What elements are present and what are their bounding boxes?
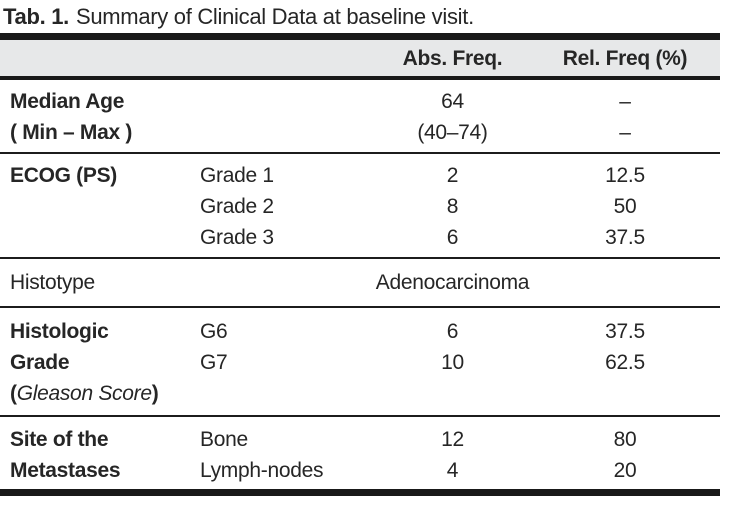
median-age-label-line2: ( Min – Max )	[10, 121, 133, 144]
section-histotype: Histotype Adenocarcinoma	[0, 259, 720, 308]
ecog-grade1-abs: 2	[446, 164, 459, 187]
table-header-row: Abs. Freq. Rel. Freq (%)	[0, 40, 720, 80]
g6-abs: 6	[446, 320, 459, 343]
metastases-rel-values: 80 20	[545, 424, 705, 486]
histologic-grade-label-line2: Grade	[10, 351, 70, 374]
section-histologic-grade: Histologic Grade (Gleason Score) G6 G7 6…	[0, 308, 720, 417]
histologic-grade-abs-values: 6 10	[360, 316, 545, 409]
bone-label: Bone	[200, 428, 248, 451]
histologic-grade-label-line3: (Gleason Score)	[10, 378, 200, 409]
header-rel-freq: Rel. Freq (%)	[562, 46, 688, 70]
median-age-sub	[200, 86, 360, 148]
ecog-grade2-rel: 50	[613, 195, 637, 218]
median-age-rel-dash1: –	[619, 90, 631, 113]
ecog-grade1-rel: 12.5	[605, 164, 645, 187]
ecog-rel-values: 12.5 50 37.5	[545, 160, 705, 253]
histologic-grade-label-line1: Histologic	[10, 320, 109, 343]
metastases-sub-labels: Bone Lymph-nodes	[200, 424, 360, 486]
g6-label: G6	[200, 320, 228, 343]
gleason-score-label: Gleason Score	[16, 382, 152, 405]
histologic-grade-sub-labels: G6 G7	[200, 316, 360, 409]
median-age-rel-dash2: –	[619, 121, 631, 144]
gleason-paren-open: (	[10, 382, 17, 405]
table-caption-number: Tab. 1.	[3, 4, 69, 29]
histologic-grade-rel-values: 37.5 62.5	[545, 316, 705, 409]
gleason-paren-close: )	[151, 382, 159, 405]
ecog-grade2-abs: 8	[446, 195, 459, 218]
ecog-sub-labels: Grade 1 Grade 2 Grade 3	[200, 160, 360, 253]
ecog-grade3-rel: 37.5	[605, 226, 645, 249]
median-age-label-line1: Median Age	[10, 90, 125, 113]
median-age-abs: 64 (40–74)	[360, 86, 545, 148]
bone-rel: 80	[613, 428, 637, 451]
clinical-data-table: Abs. Freq. Rel. Freq (%) Median Age ( Mi…	[0, 33, 720, 496]
g7-rel: 62.5	[605, 351, 645, 374]
metastases-label-line1: Site of the	[10, 428, 109, 451]
lymph-nodes-rel: 20	[613, 459, 637, 482]
metastases-abs-values: 12 4	[360, 424, 545, 486]
g7-label: G7	[200, 351, 228, 374]
ecog-grade3-abs: 6	[446, 226, 459, 249]
g6-rel: 37.5	[605, 320, 645, 343]
table-caption-title: Summary of Clinical Data at baseline vis…	[75, 4, 474, 29]
lymph-nodes-abs: 4	[446, 459, 459, 482]
section-median-age: Median Age ( Min – Max ) 64 (40–74) – –	[0, 80, 720, 154]
table-caption: Tab. 1. Summary of Clinical Data at basel…	[0, 0, 731, 33]
lymph-nodes-label: Lymph-nodes	[200, 459, 324, 482]
ecog-abs-values: 2 8 6	[360, 160, 545, 253]
section-metastases: Site of the Metastases Bone Lymph-nodes …	[0, 417, 720, 489]
bone-abs: 12	[441, 428, 464, 451]
median-age-label: Median Age ( Min – Max )	[0, 86, 200, 148]
median-age-abs-value: 64	[441, 90, 464, 113]
ecog-grade1-label: Grade 1	[200, 164, 274, 187]
ecog-label: ECOG (PS)	[10, 164, 117, 187]
median-age-rel: – –	[545, 86, 705, 148]
histologic-grade-label: Histologic Grade (Gleason Score)	[0, 316, 200, 409]
ecog-grade2-label: Grade 2	[200, 195, 274, 218]
ecog-grade3-label: Grade 3	[200, 226, 274, 249]
median-age-range-value: (40–74)	[417, 121, 488, 144]
histotype-value: Adenocarcinoma	[375, 271, 530, 294]
histotype-label: Histotype	[10, 271, 95, 294]
metastases-label: Site of the Metastases	[0, 424, 200, 486]
section-ecog: ECOG (PS) Grade 1 Grade 2 Grade 3 2 8 6 …	[0, 154, 720, 259]
header-abs-freq: Abs. Freq.	[402, 46, 503, 70]
g7-abs: 10	[441, 351, 464, 374]
metastases-label-line2: Metastases	[10, 459, 121, 482]
